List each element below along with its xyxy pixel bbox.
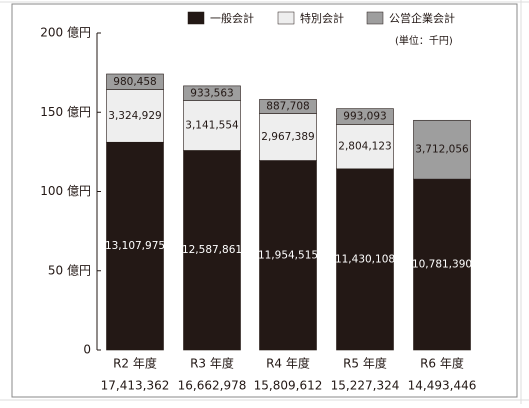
bar-segment [106,89,164,143]
data-label: 11,430,108 [335,253,395,265]
bar-segment [413,178,471,351]
data-label: 2,804,123 [338,141,391,153]
x-tick-label: R5 年度 [343,356,387,371]
legend-label: 公営企業会計 [389,11,455,25]
bar-segment [259,160,317,351]
data-label: 10,781,390 [412,259,472,271]
bar-segment [183,100,241,151]
data-label: 3,712,056 [415,144,469,156]
data-label: 13,107,975 [105,240,165,252]
legend-swatch [277,11,295,25]
legend-label: 特別会計 [300,11,344,25]
bar-segment [413,119,471,180]
data-label: 12,587,861 [182,244,242,256]
data-label: 2,967,389 [261,131,314,143]
unit-note: (単位：千円) [395,34,453,47]
bar-segment [336,108,394,125]
x-tick-label: R3 年度 [190,356,234,371]
total-label: 17,413,362 [101,379,170,393]
data-label: 11,954,515 [258,249,318,261]
legend-label: 一般会計 [210,11,254,25]
total-label: 15,809,612 [254,379,323,393]
y-tick-label: 100 億円 [40,184,91,198]
data-label: 3,141,554 [185,120,239,132]
y-tick-label: 50 億円 [48,263,91,277]
data-label: 980,458 [113,76,156,88]
total-label: 16,662,978 [178,379,247,393]
legend-swatch [366,11,384,25]
bar-segment [259,99,317,114]
total-label: 15,227,324 [331,379,400,393]
legend-swatch [187,11,205,25]
bar-segment [106,141,164,351]
x-tick-label: R6 年度 [420,356,464,371]
y-tick-label: 0 [83,343,91,357]
data-label: 993,093 [343,111,386,123]
data-label: 887,708 [266,100,309,112]
bar-segment [336,124,394,170]
x-tick-label: R2 年度 [113,356,157,371]
total-label: 14,493,446 [408,379,477,393]
y-tick-label: 200 億円 [40,26,91,40]
x-tick-label: R4 年度 [266,356,310,371]
data-label: 3,324,929 [108,110,161,122]
data-label: 933,563 [190,87,233,99]
bar-segment [183,85,241,101]
bar-segment [336,168,394,351]
y-tick-label: 150 億円 [40,105,91,119]
bar-segment [106,73,164,90]
